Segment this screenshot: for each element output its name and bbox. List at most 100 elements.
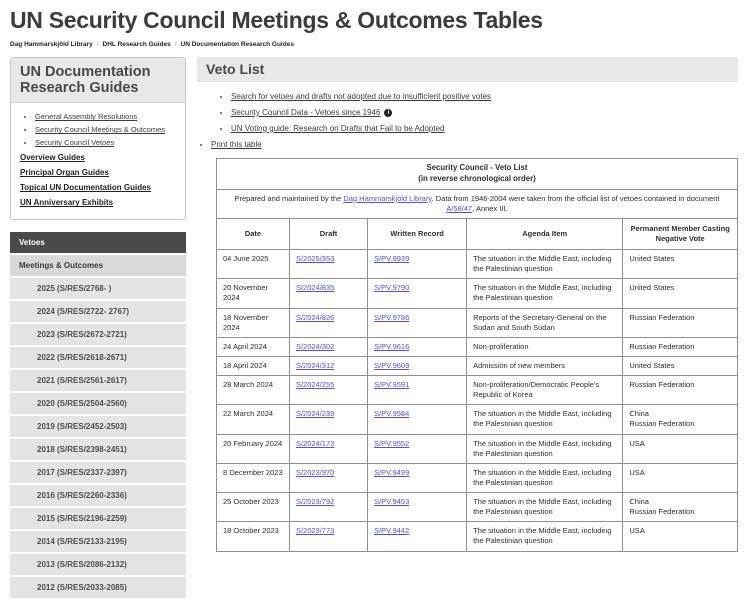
resource-link[interactable]: UN Voting guide: Research on Drafts that… (231, 123, 445, 133)
print-table-link[interactable]: Print this table (211, 139, 262, 149)
table-row: 18 April 2024 S/2024/312 S/PV.9609 Admis… (216, 355, 738, 377)
draft-link[interactable]: S/2025/353 (295, 254, 335, 264)
sidebar-item-year[interactable]: 2013 (S/RES/2086-2132) (10, 554, 186, 576)
guide-link-item: Topical UN Documentation Guides (20, 183, 176, 192)
record-link[interactable]: S/PV.9790 (374, 283, 410, 293)
guide-link[interactable]: Overview Guides (20, 153, 85, 163)
sidebar-item-year[interactable]: 2025 (S/RES/2768- ) (10, 278, 186, 300)
record-link[interactable]: S/PV.9609 (374, 360, 410, 370)
record-link[interactable]: S/PV.9616 (374, 341, 410, 351)
cell-draft: S/2024/835 (288, 278, 369, 309)
record-link[interactable]: S/PV.9584 (374, 409, 410, 419)
cell-member: United States (622, 278, 738, 309)
record-link[interactable]: S/PV.9786 (374, 312, 410, 322)
sidebar-item-year[interactable]: 2014 (S/RES/2133-2195) (10, 531, 186, 553)
draft-link[interactable]: S/2024/826 (295, 312, 335, 322)
cell-agenda: The situation in the Middle East, includ… (466, 278, 624, 309)
cell-member: USA (622, 462, 738, 494)
resource-link[interactable]: Security Council Data - Vetoes since 194… (231, 107, 381, 117)
sidebar-item-year[interactable]: 2016 (S/RES/2260-2336) (10, 485, 186, 507)
table-row: 20 February 2024 S/2024/173 S/PV.9552 Th… (216, 433, 738, 464)
cell-date: 20 February 2024 (216, 433, 290, 464)
draft-link[interactable]: S/2024/239 (295, 409, 335, 419)
draft-link[interactable]: S/2023/773 (295, 526, 335, 536)
print-link-item: Print this table (211, 140, 738, 149)
sidebar-item-year[interactable]: 2019 (S/RES/2452-2503) (10, 416, 186, 438)
cell-date: 24 April 2024 (216, 336, 290, 357)
breadcrumb-link[interactable]: DHL Research Guides (102, 41, 171, 48)
guide-link-item: UN Anniversary Exhibits (20, 198, 176, 207)
breadcrumb-separator: / (174, 41, 177, 48)
sidebar-item-year[interactable]: 2020 (S/RES/2504-2560) (10, 393, 186, 415)
breadcrumb-link[interactable]: Dag Hammarskjöld Library (10, 41, 93, 48)
cell-draft: S/2023/773 (288, 521, 369, 552)
note-suffix: , Annex III. (472, 203, 508, 213)
sidebar-link[interactable]: General Assembly Resolutions (35, 112, 138, 122)
draft-link[interactable]: S/2024/302 (295, 341, 335, 351)
cell-agenda: Non-proliferation/Democratic People's Re… (466, 375, 624, 406)
record-link[interactable]: S/PV.9453 (374, 497, 410, 507)
record-link[interactable]: S/PV.9442 (374, 526, 410, 536)
sidebar-box-heading: UN Documentation Research Guides (11, 58, 185, 104)
info-icon[interactable]: i (384, 108, 393, 117)
table-header-row: Date Draft Written Record Agenda Item Pe… (216, 217, 738, 251)
sidebar-item-year[interactable]: 2018 (S/RES/2398-2451) (10, 439, 186, 461)
cell-date: 22 March 2024 (216, 404, 290, 435)
draft-link[interactable]: S/2024/835 (295, 283, 335, 293)
note-middle: . Data from 1946-2004 were taken from th… (431, 193, 720, 203)
cell-record: S/PV.9616 (367, 336, 468, 357)
guide-link[interactable]: Topical UN Documentation Guides (20, 183, 151, 193)
sidebar-link-item: General Assembly Resolutions (35, 112, 185, 121)
sidebar-item-year[interactable]: 2021 (S/RES/2561-2617) (10, 370, 186, 392)
cell-date: 25 October 2023 (216, 492, 290, 523)
record-link[interactable]: S/PV.9552 (374, 438, 410, 448)
cell-member: USA (622, 433, 738, 464)
resource-link-item: Security Council Data - Vetoes since 194… (231, 108, 738, 117)
cell-date: 28 March 2024 (216, 375, 290, 406)
resource-link[interactable]: Search for vetoes and drafts not adopted… (231, 91, 492, 101)
draft-link[interactable]: S/2024/255 (295, 380, 335, 390)
col-header-written-record: Written Record (367, 217, 468, 251)
sidebar-item-year[interactable]: 2024 (S/RES/2722- 2767) (10, 301, 186, 323)
library-link[interactable]: Dag Hammarskjöld Library (343, 193, 432, 203)
draft-link[interactable]: S/2023/970 (295, 467, 335, 477)
cell-draft: S/2024/239 (288, 404, 369, 435)
cell-record: S/PV.9442 (367, 521, 468, 552)
sidebar-item-year[interactable]: 2015 (S/RES/2196-2259) (10, 508, 186, 530)
sidebar-link[interactable]: Security Council Vetoes (35, 138, 115, 148)
cell-draft: S/2024/312 (288, 355, 369, 377)
sidebar-item-year[interactable]: 2012 (S/RES/2033-2085) (10, 577, 186, 599)
draft-link[interactable]: S/2024/312 (295, 360, 335, 370)
breadcrumb-separator: / (96, 41, 99, 48)
sidebar-link-item: Security Council Meetings & Outcomes (35, 125, 185, 134)
page-title: UN Security Council Meetings & Outcomes … (10, 7, 543, 33)
draft-link[interactable]: S/2023/792 (295, 497, 335, 507)
cell-record: S/PV.9552 (367, 433, 468, 464)
sidebar-item-year[interactable]: 2023 (S/RES/2672-2721) (10, 324, 186, 346)
draft-link[interactable]: S/2024/173 (295, 438, 335, 448)
table-row: 28 March 2024 S/2024/255 S/PV.9591 Non-p… (216, 375, 738, 406)
sidebar-item-year[interactable]: 2022 (S/RES/2618-2671) (10, 347, 186, 369)
cell-draft: S/2024/255 (288, 375, 369, 406)
cell-member: Russian Federation (622, 375, 738, 406)
breadcrumb-link[interactable]: UN Documentation Research Guides (180, 41, 294, 48)
record-link[interactable]: S/PV.9939 (374, 254, 410, 264)
cell-record: S/PV.9609 (367, 355, 468, 377)
guide-link[interactable]: Principal Organ Guides (20, 168, 109, 178)
guide-link[interactable]: UN Anniversary Exhibits (20, 198, 114, 208)
record-link[interactable]: S/PV.9591 (374, 380, 410, 390)
sidebar-item-meetings-outcomes[interactable]: Meetings & Outcomes (10, 255, 186, 277)
record-link[interactable]: S/PV.9499 (374, 467, 410, 477)
sidebar-item-year[interactable]: 2017 (S/RES/2337-2397) (10, 462, 186, 484)
cell-draft: S/2024/826 (288, 307, 369, 338)
cell-member: Russian Federation (622, 336, 738, 357)
cell-draft: S/2024/173 (288, 433, 369, 464)
sidebar-link[interactable]: Security Council Meetings & Outcomes (35, 125, 166, 135)
resource-link-item: Search for vetoes and drafts not adopted… (231, 92, 738, 101)
sidebar-nav: Vetoes Meetings & Outcomes 2025 (S/RES/2… (10, 232, 186, 599)
document-link[interactable]: A/58/47 (446, 203, 473, 213)
sidebar-item-vetoes[interactable]: Vetoes (10, 232, 186, 254)
col-header-draft: Draft (288, 217, 369, 251)
guide-link-item: Principal Organ Guides (20, 168, 176, 177)
table-caption-line2: (in reverse chronological order) (418, 173, 536, 183)
